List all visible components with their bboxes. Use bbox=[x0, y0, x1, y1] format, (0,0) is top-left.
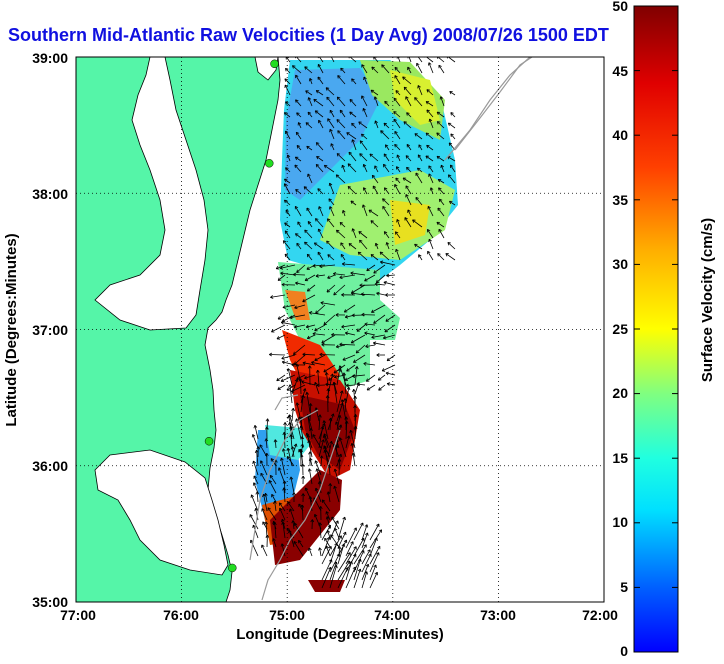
colorbar-tick-label: 20 bbox=[612, 385, 628, 401]
velocity-vector bbox=[339, 459, 340, 475]
colorbar-tick-label: 30 bbox=[612, 256, 628, 272]
x-tick-label: 73:00 bbox=[480, 607, 516, 623]
y-tick-label: 39:00 bbox=[32, 50, 68, 66]
velocity-vector-head bbox=[451, 134, 452, 137]
velocity-vector-head bbox=[375, 243, 376, 246]
velocity-vector-head bbox=[350, 99, 351, 102]
velocity-vector-head bbox=[318, 55, 321, 56]
velocity-vector-head bbox=[295, 165, 296, 168]
x-tick-label: 72:00 bbox=[582, 607, 618, 623]
velocity-vector-head bbox=[416, 54, 419, 55]
velocity-vector-head bbox=[329, 53, 332, 55]
velocity-vector bbox=[301, 379, 302, 395]
y-tick-label: 36:00 bbox=[32, 458, 68, 474]
radar-station-marker bbox=[205, 437, 213, 445]
velocity-vector-head bbox=[375, 121, 376, 124]
velocity-vector-head bbox=[341, 68, 342, 71]
radar-station-marker bbox=[265, 159, 273, 167]
x-tick-label: 77:00 bbox=[60, 607, 96, 623]
radar-station-marker bbox=[271, 60, 279, 68]
colorbar bbox=[634, 6, 678, 652]
velocity-vector-head bbox=[327, 292, 330, 293]
velocity-vector-head bbox=[338, 76, 339, 79]
y-axis-ticks: 39:00 38:00 37:00 36:00 35:00 bbox=[32, 50, 68, 610]
velocity-vector-head bbox=[437, 56, 440, 57]
velocity-vector-head bbox=[360, 240, 361, 243]
velocity-vector-head bbox=[415, 98, 416, 101]
velocity-vector-head bbox=[337, 97, 338, 100]
velocity-vector-head bbox=[324, 434, 325, 437]
velocity-vector-head bbox=[441, 165, 442, 168]
velocity-vector bbox=[269, 355, 285, 356]
colorbar-tick-label: 45 bbox=[612, 63, 628, 79]
velocity-vector-head bbox=[348, 56, 351, 57]
velocity-vector-head bbox=[330, 129, 331, 132]
colorbar-tick-label: 5 bbox=[620, 579, 628, 595]
velocity-vector bbox=[320, 355, 335, 356]
velocity-vector-head bbox=[429, 239, 430, 242]
x-axis-label: Longitude (Degrees:Minutes) bbox=[236, 626, 444, 643]
x-tick-label: 76:00 bbox=[163, 607, 199, 623]
velocity-vector-head bbox=[308, 98, 309, 101]
velocity-vector-head bbox=[428, 63, 429, 66]
velocity-vector-head bbox=[382, 65, 383, 68]
chart-title: Southern Mid-Atlantic Raw Velocities (1 … bbox=[8, 25, 609, 45]
colorbar-tick-labels: 50 45 40 35 30 25 20 15 10 5 0 bbox=[612, 0, 628, 659]
colorbar-tick-label: 25 bbox=[612, 321, 628, 337]
colorbar-tick-label: 40 bbox=[612, 127, 628, 143]
velocity-vector-head bbox=[397, 219, 398, 222]
colorbar-label: Surface Velocity (cm/s) bbox=[699, 218, 716, 382]
velocity-vector-head bbox=[252, 434, 253, 437]
colorbar-tick-label: 10 bbox=[612, 514, 628, 530]
velocity-vector-head bbox=[429, 119, 430, 122]
velocity-vector-head bbox=[342, 165, 343, 168]
velocity-vector-head bbox=[338, 131, 339, 134]
colorbar-tick-label: 50 bbox=[612, 0, 628, 14]
velocity-vector-head bbox=[395, 67, 396, 70]
colorbar-tick-label: 15 bbox=[612, 450, 628, 466]
velocity-vector-head bbox=[324, 324, 327, 325]
y-tick-label: 37:00 bbox=[32, 322, 68, 338]
velocity-vector-head bbox=[352, 229, 353, 232]
velocity-vector-head bbox=[315, 461, 316, 464]
velocity-vector-head bbox=[404, 87, 405, 90]
x-tick-label: 74:00 bbox=[374, 607, 410, 623]
velocity-vector-head bbox=[285, 254, 286, 257]
x-tick-label: 75:00 bbox=[269, 607, 305, 623]
velocity-vector-head bbox=[406, 156, 407, 159]
radar-station-marker bbox=[228, 564, 236, 572]
y-tick-label: 38:00 bbox=[32, 186, 68, 202]
velocity-vector-head bbox=[293, 354, 296, 355]
colorbar-tick-label: 35 bbox=[612, 192, 628, 208]
velocity-vector-head bbox=[328, 278, 331, 279]
velocity-vector bbox=[293, 275, 305, 276]
velocity-vector-head bbox=[427, 110, 428, 113]
velocity-vector-head bbox=[418, 85, 419, 88]
y-axis-label: Latitude (Degrees:Minutes) bbox=[3, 233, 20, 426]
velocity-vector-head bbox=[396, 178, 397, 181]
velocity-vector-head bbox=[297, 145, 298, 148]
colorbar-tick-label: 0 bbox=[620, 643, 628, 659]
velocity-vector-head bbox=[295, 55, 298, 56]
velocity-vector-head bbox=[352, 79, 353, 82]
x-axis-ticks: 77:00 76:00 75:00 74:00 73:00 72:00 bbox=[60, 607, 618, 623]
